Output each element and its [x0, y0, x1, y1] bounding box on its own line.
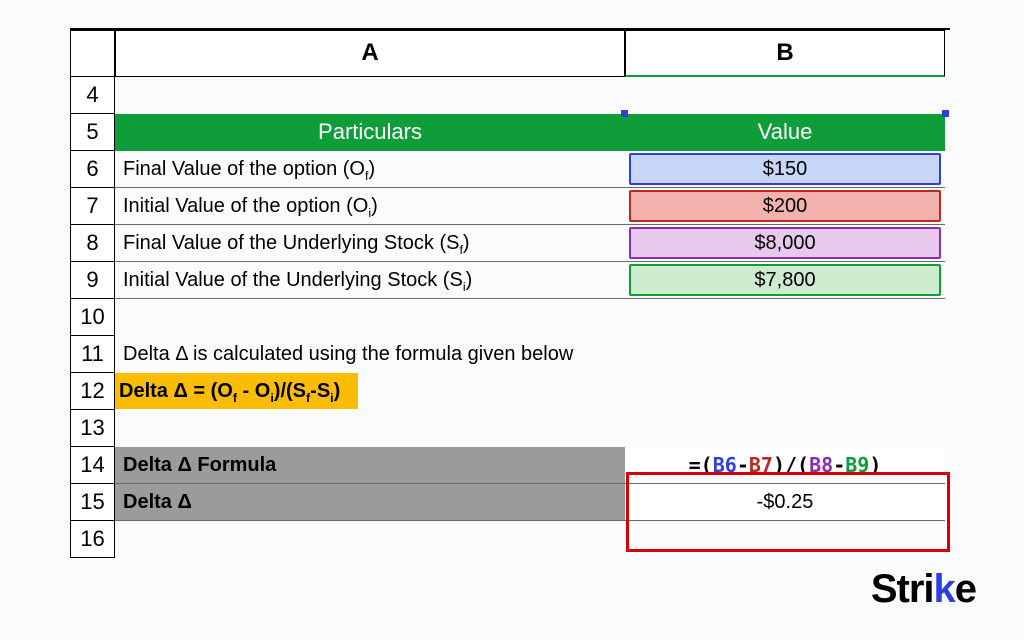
- delta-value[interactable]: -$0.25: [625, 484, 945, 521]
- value-si[interactable]: $7,800: [625, 262, 945, 299]
- delta-label[interactable]: Delta Δ: [115, 484, 625, 521]
- value-sf-text: $8,000: [633, 225, 937, 261]
- spreadsheet: A B 4 5 Particulars Value 6 Final Value …: [70, 28, 950, 558]
- row-num: 7: [70, 188, 115, 225]
- row-num: 4: [70, 77, 115, 114]
- col-header-a: A: [115, 30, 625, 77]
- row-num: 9: [70, 262, 115, 299]
- label-sf[interactable]: Final Value of the Underlying Stock (Sf): [115, 225, 625, 262]
- row-num: 6: [70, 151, 115, 188]
- row-num: 10: [70, 299, 115, 336]
- label-oi[interactable]: Initial Value of the option (Oi): [115, 188, 625, 225]
- value-si-text: $7,800: [633, 262, 937, 298]
- row-num: 16: [70, 521, 115, 558]
- value-of-text: $150: [633, 151, 937, 187]
- brand-logo: Strike: [871, 567, 976, 612]
- cell-b16[interactable]: [625, 521, 945, 557]
- label-of[interactable]: Final Value of the option (Of): [115, 151, 625, 188]
- cell-b10[interactable]: [625, 299, 945, 335]
- cell-a10[interactable]: [115, 299, 625, 335]
- cell-a4[interactable]: [115, 77, 625, 113]
- corner-cell: [70, 30, 115, 77]
- header-value[interactable]: Value: [625, 114, 945, 151]
- delta-formula-label[interactable]: Delta Δ Formula: [115, 447, 625, 484]
- value-sf[interactable]: $8,000: [625, 225, 945, 262]
- cell-b4[interactable]: [625, 77, 945, 113]
- row-num: 5: [70, 114, 115, 151]
- value-oi[interactable]: $200: [625, 188, 945, 225]
- row-num: 15: [70, 484, 115, 521]
- row-num: 14: [70, 447, 115, 484]
- value-of[interactable]: $150: [625, 151, 945, 188]
- col-header-b: B: [625, 30, 945, 77]
- cell-b13[interactable]: [625, 410, 945, 446]
- cell-a16[interactable]: [115, 521, 625, 557]
- header-particulars[interactable]: Particulars: [115, 114, 625, 151]
- row-num: 13: [70, 410, 115, 447]
- formula-row[interactable]: Delta Δ = (Of - Oi)/(Sf-Si): [115, 373, 945, 409]
- label-si[interactable]: Initial Value of the Underlying Stock (S…: [115, 262, 625, 299]
- delta-formula-cell[interactable]: =(B6-B7)/(B8-B9): [625, 447, 945, 484]
- formula-highlight: Delta Δ = (Of - Oi)/(Sf-Si): [115, 373, 358, 409]
- value-oi-text: $200: [633, 188, 937, 224]
- row-num: 11: [70, 336, 115, 373]
- row-num: 8: [70, 225, 115, 262]
- header-value-label: Value: [758, 119, 813, 144]
- explain-text[interactable]: Delta Δ is calculated using the formula …: [115, 336, 945, 372]
- cell-a13[interactable]: [115, 410, 625, 446]
- row-num: 12: [70, 373, 115, 410]
